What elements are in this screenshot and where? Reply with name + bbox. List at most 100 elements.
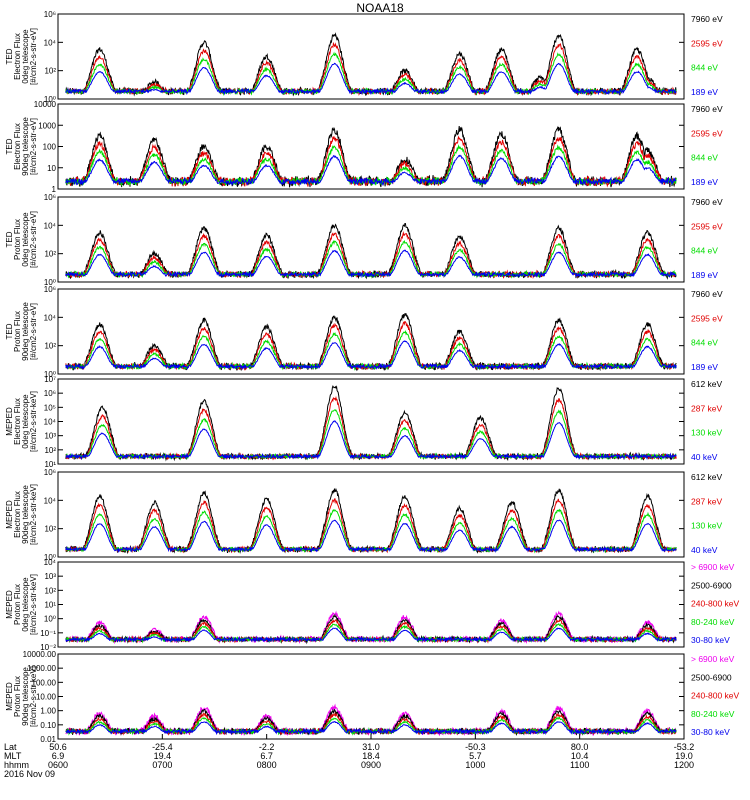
legend-entry: 40 keV [691,452,718,462]
ylabel-line: [#/cm2-s-str-eV] [29,118,38,175]
legend-entry: 2595 eV [691,38,723,48]
ylabel-line: Electron Flux [13,33,22,80]
panel-6: 10⁰ 10² 10⁴ 10⁶ MEPED Electron Flux 90deg tele… [5,468,723,562]
ytick-label: 10000 [34,100,57,109]
ytick-label: 10⁰ [44,370,56,379]
series-red [65,395,677,461]
ylabel-line: TED [5,48,14,64]
legend-entry: 7960 eV [691,197,723,207]
panel-2: 1 10 100 1000 10000 TED Electron Flux 90deg tel… [5,100,723,194]
ytick-label: 10⁰ [44,553,56,562]
ytick-label: 100.00 [32,678,57,687]
ytick-label: 1000 [38,121,56,130]
ylabel-line: MEPED [5,590,14,619]
xtick-mlt: 10.4 [571,751,589,761]
time-axis: 50.66.90600-25.419.40700-2.26.7080031.01… [4,734,694,779]
panel-1: 10⁰ 10² 10⁴ 10⁶ TED Electron Flux 0deg telesco… [5,10,723,104]
ylabel-line: [#/cm2-s-str-keV] [29,391,38,452]
ylabel-line: [#/cm2-s-str-keV] [29,666,38,727]
ylabel-line: Electron Flux [13,398,22,445]
legend-entry: 7960 eV [691,289,723,299]
ytick-label: 10⁴ [44,418,57,427]
panel-frame [57,561,685,648]
series-blue [65,249,677,279]
legend-entry: 7960 eV [691,104,723,114]
time-row-label: Lat [4,742,17,752]
ytick-label: 10³ [44,572,56,581]
ytick-label: 10² [44,525,56,534]
ytick-label: 10⁻¹ [40,629,56,638]
legend-entry: 189 eV [691,177,718,187]
legend-entry: 240-800 keV [691,691,740,701]
xtick-mlt: 19.4 [154,751,172,761]
legend-entry: 40 keV [691,545,718,555]
panel-5: 10¹ 10² 10³ 10⁴ 10⁵ 10⁶ 10⁷ MEPED Electron Flux 0… [5,375,723,469]
ytick-label: 10¹ [44,460,56,469]
legend-entry: 240-800 keV [691,599,740,609]
ytick-label: 10⁶ [44,468,56,477]
panel-frame [57,196,685,283]
ylabel-line: [#/cm2-s-str-keV] [29,484,38,545]
ytick-label: 10⁵ [44,403,56,412]
panel-frame [57,288,685,375]
ytick-label: 10⁰ [44,95,56,104]
panel-frame [57,378,685,465]
ytick-label: 10⁶ [44,285,56,294]
ytick-label: 0.01 [40,735,56,744]
ylabel-line: Proton Flux [13,219,22,260]
legend-entry: > 6900 keV [691,562,735,572]
series-blue [65,519,677,554]
xtick-lat: 80.0 [571,742,589,752]
xtick-hhmm: 1200 [674,760,694,770]
ytick-label: 0.10 [40,721,56,730]
legend-entry: 30-80 keV [691,635,730,645]
xtick-hhmm: 1000 [465,760,485,770]
legend-entry: 844 eV [691,246,718,256]
ylabel-line: Proton Flux [13,584,22,625]
xtick-lat: 50.6 [49,742,67,752]
ytick-label: 10⁴ [44,496,57,505]
legend-entry: 844 eV [691,338,718,348]
legend-entry: 7960 eV [691,14,723,24]
xtick-hhmm: 0600 [48,760,68,770]
ytick-label: 10⁴ [44,38,57,47]
xtick-hhmm: 0700 [152,760,172,770]
ytick-label: 10² [44,446,56,455]
ytick-label: 10² [44,250,56,259]
legend-entry: 612 keV [691,379,723,389]
series-blue [65,720,677,736]
legend-entry: 80-240 keV [691,709,735,719]
legend-entry: 2595 eV [691,221,723,231]
xtick-mlt: 18.4 [362,751,380,761]
ytick-label: 10⁴ [44,313,57,322]
panel-4: 10⁰ 10² 10⁴ 10⁶ TED Proton Flux 90deg telescop… [5,285,723,379]
xtick-hhmm: 1100 [570,760,589,770]
ylabel-line: 0deg telescope [21,394,30,449]
legend-entry: 2500-6900 [691,580,732,590]
ylabel-line: 0deg telescope [21,29,30,84]
legend-entry: 287 keV [691,403,723,413]
ytick-label: 10⁰ [44,278,56,287]
ytick-label: 10000.00 [23,650,57,659]
ytick-label: 10 [47,164,56,173]
ylabel-line: 90deg telescope [21,302,30,361]
panel-7: 10⁻² 10⁻¹ 10⁰ 10¹ 10² 10³ 10⁴ MEPED Proton Flux 0… [5,558,740,652]
time-row-label: MLT [4,751,22,761]
ytick-label: 1.00 [40,707,56,716]
legend-entry: 287 keV [691,496,723,506]
panel-frame [57,13,685,100]
legend-entry: 189 eV [691,270,718,280]
ytick-label: 10¹ [44,601,56,610]
legend-entry: 844 eV [691,153,718,163]
ylabel-line: Electron Flux [13,123,22,170]
ytick-label: 10⁶ [44,193,56,202]
legend-entry: 2595 eV [691,128,723,138]
xtick-hhmm: 0900 [361,760,381,770]
series-green [65,716,677,736]
ytick-label: 10⁰ [44,615,56,624]
panel-frame [57,471,685,558]
ytick-label: 10⁴ [44,558,57,567]
panel-frame [57,103,685,190]
series-blue [65,627,677,644]
